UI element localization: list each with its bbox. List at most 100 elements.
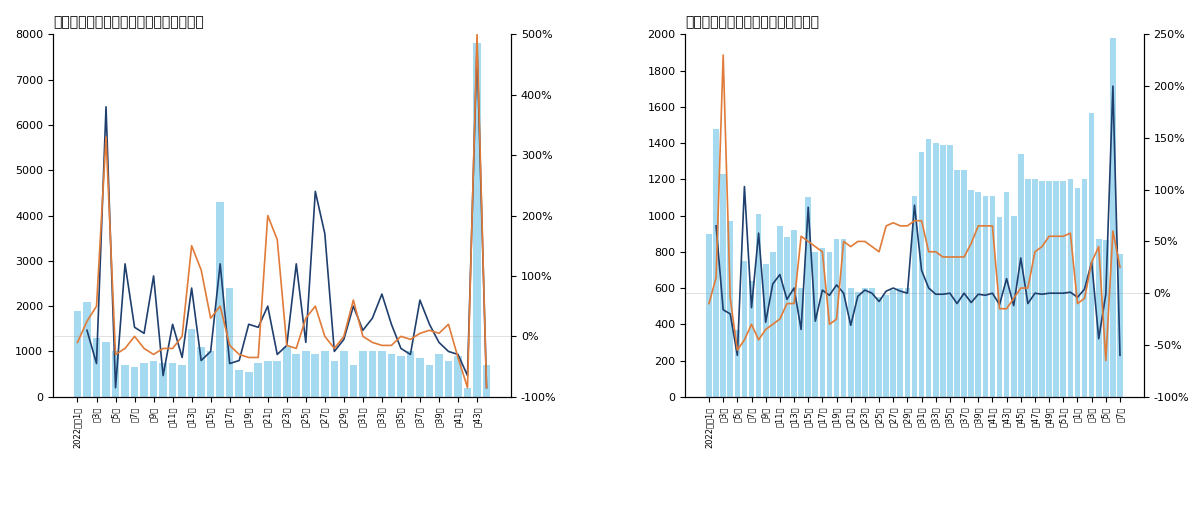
Bar xyxy=(997,217,1003,397)
Bar xyxy=(848,288,854,397)
Bar xyxy=(734,330,740,397)
Bar xyxy=(948,145,952,397)
Bar xyxy=(378,351,385,397)
Bar xyxy=(236,370,243,397)
Bar xyxy=(141,363,148,397)
Bar xyxy=(869,288,875,397)
Bar xyxy=(273,360,281,397)
Bar xyxy=(756,214,761,397)
Bar xyxy=(798,288,804,397)
Bar xyxy=(112,351,119,397)
Bar xyxy=(1075,188,1080,397)
Bar xyxy=(904,288,910,397)
Bar xyxy=(331,360,338,397)
Bar xyxy=(769,252,775,397)
Bar xyxy=(178,365,185,397)
Bar xyxy=(349,365,358,397)
Bar xyxy=(1088,113,1094,397)
Bar xyxy=(805,197,811,397)
Bar xyxy=(417,358,424,397)
Bar xyxy=(244,372,253,397)
Bar xyxy=(312,354,319,397)
Bar xyxy=(122,365,129,397)
Bar xyxy=(1039,181,1045,397)
Bar xyxy=(131,367,138,397)
Bar xyxy=(1004,192,1009,397)
Bar xyxy=(968,190,974,397)
Bar xyxy=(483,365,490,397)
Bar xyxy=(426,365,433,397)
Bar xyxy=(720,174,726,397)
Bar xyxy=(791,230,797,397)
Bar xyxy=(407,351,414,397)
Bar xyxy=(254,363,262,397)
Bar xyxy=(784,238,790,397)
Bar xyxy=(742,261,748,397)
Bar xyxy=(975,192,981,397)
Bar xyxy=(473,43,480,397)
Bar xyxy=(102,342,110,397)
Bar xyxy=(919,152,925,397)
Bar xyxy=(707,234,712,397)
Bar xyxy=(368,351,376,397)
Bar xyxy=(877,297,881,397)
Bar xyxy=(226,288,234,397)
Bar xyxy=(464,388,471,397)
Bar xyxy=(293,354,300,397)
Bar xyxy=(897,288,903,397)
Bar xyxy=(302,351,309,397)
Bar xyxy=(813,252,819,397)
Bar xyxy=(749,281,755,397)
Bar xyxy=(1110,38,1116,397)
Bar xyxy=(763,264,768,397)
Bar xyxy=(827,252,832,397)
Bar xyxy=(982,196,988,397)
Bar xyxy=(713,129,719,397)
Bar xyxy=(926,140,932,397)
Bar xyxy=(1103,240,1109,397)
Bar xyxy=(727,221,733,397)
Bar xyxy=(891,290,896,397)
Bar xyxy=(1025,179,1031,397)
Bar xyxy=(862,288,868,397)
Bar xyxy=(961,170,967,397)
Bar xyxy=(855,291,861,397)
Bar xyxy=(990,196,996,397)
Bar xyxy=(1117,253,1123,397)
Bar xyxy=(73,311,82,397)
Text: 苏州二手住宅周度成交套数及同环比: 苏州二手住宅周度成交套数及同环比 xyxy=(685,15,820,29)
Bar xyxy=(1081,179,1087,397)
Bar xyxy=(1096,239,1102,397)
Bar xyxy=(149,360,158,397)
Bar xyxy=(93,338,100,397)
Bar xyxy=(933,143,939,397)
Legend: 新建商品住宅（套）, 环比, 同比: 新建商品住宅（套）, 环比, 同比 xyxy=(166,525,399,529)
Bar xyxy=(911,196,917,397)
Bar xyxy=(197,347,205,397)
Bar xyxy=(1046,181,1052,397)
Bar xyxy=(435,354,443,397)
Bar xyxy=(444,360,453,397)
Bar xyxy=(833,239,839,397)
Bar xyxy=(397,356,405,397)
Bar xyxy=(359,351,367,397)
Bar xyxy=(1054,181,1060,397)
Bar xyxy=(388,354,395,397)
Bar xyxy=(884,295,889,397)
Bar xyxy=(940,145,945,397)
Bar xyxy=(83,302,90,397)
Bar xyxy=(159,363,167,397)
Bar xyxy=(840,239,846,397)
Text: 苏州新建商品住宅周度成交套数及同环比: 苏州新建商品住宅周度成交套数及同环比 xyxy=(53,15,203,29)
Bar xyxy=(340,351,348,397)
Bar xyxy=(188,329,195,397)
Bar xyxy=(955,170,960,397)
Legend: 二手住宅（套）, 环比, 同比: 二手住宅（套）, 环比, 同比 xyxy=(804,525,1025,529)
Bar xyxy=(777,226,783,397)
Bar xyxy=(454,356,462,397)
Bar xyxy=(1061,181,1066,397)
Bar xyxy=(217,202,224,397)
Bar xyxy=(169,363,177,397)
Bar xyxy=(207,351,214,397)
Bar xyxy=(820,248,825,397)
